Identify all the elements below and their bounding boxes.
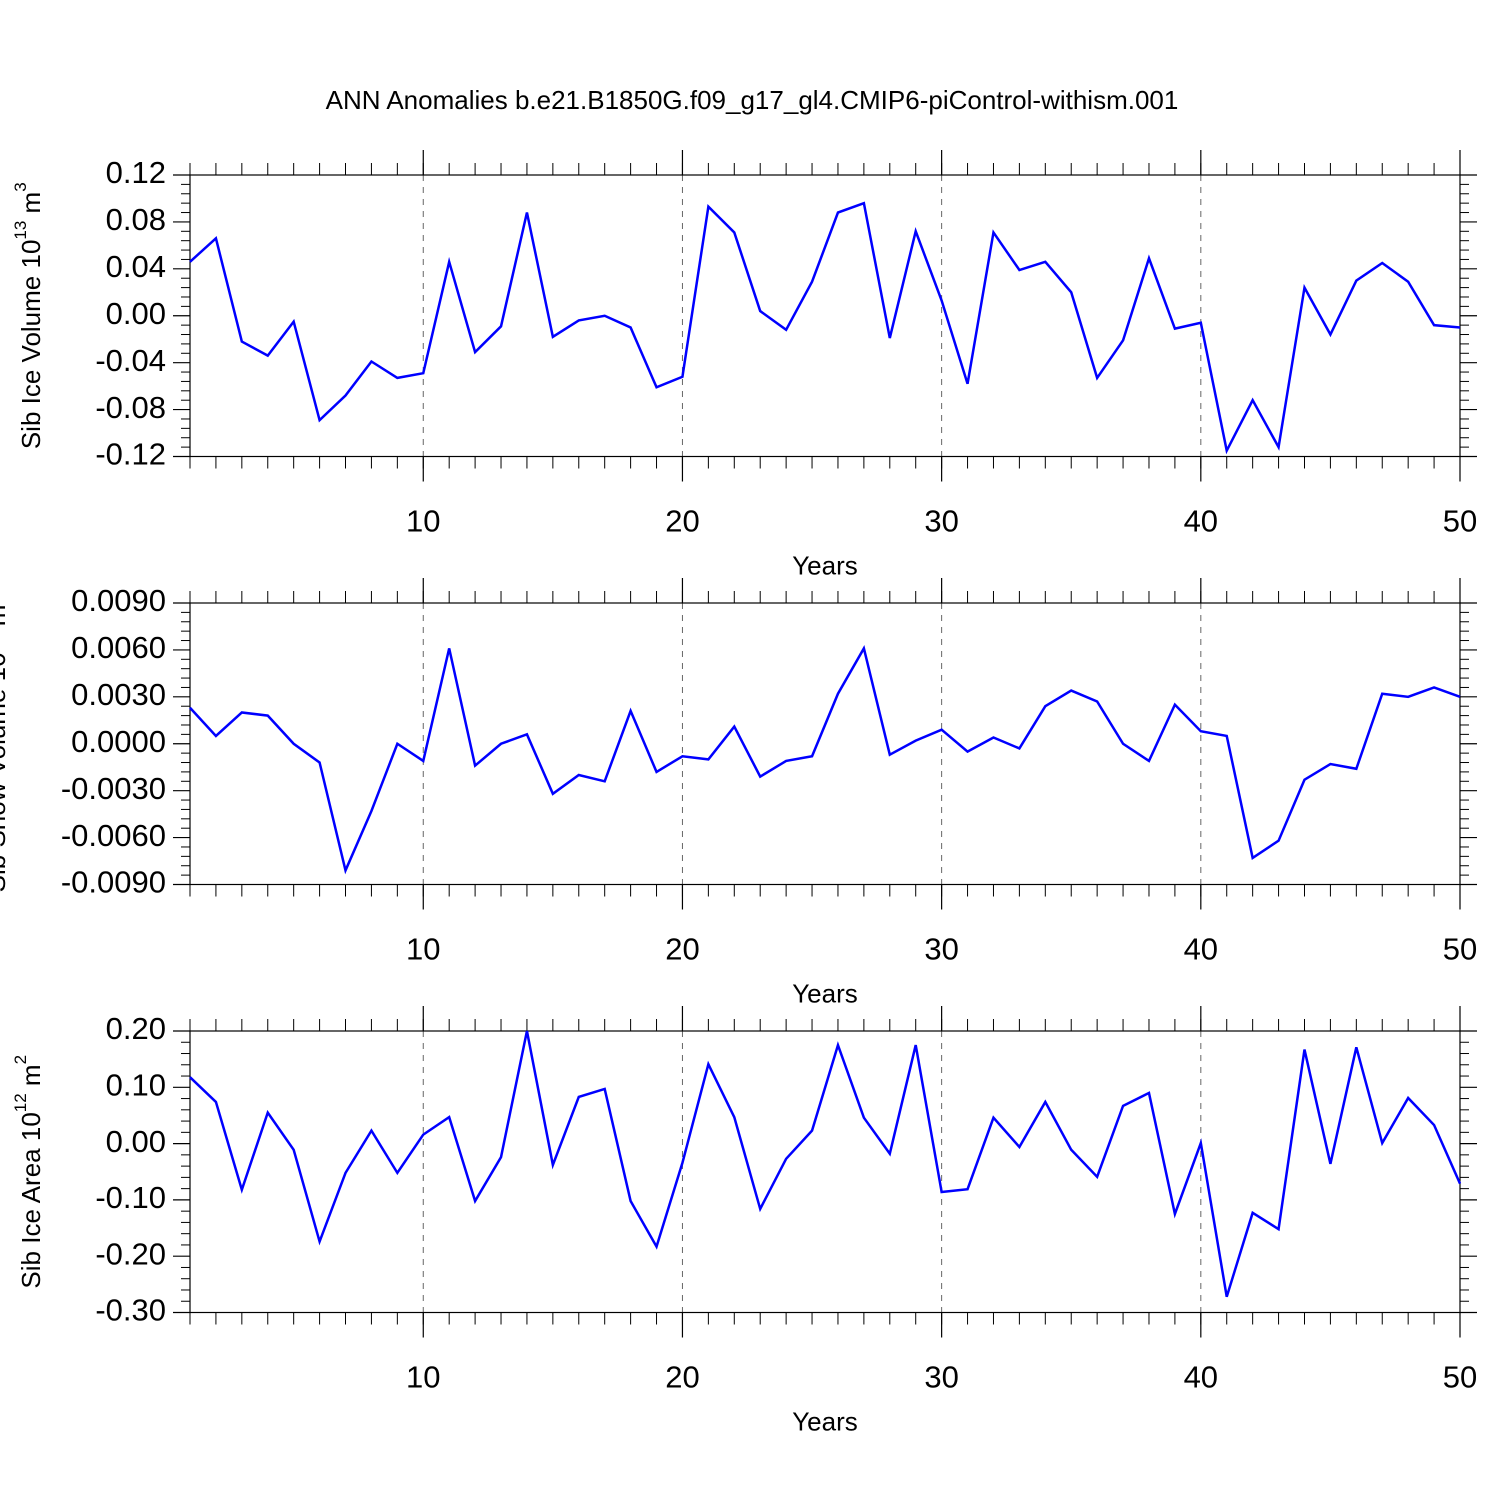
y-tick-label: 0.0060 <box>71 630 166 665</box>
x-tick-label: 40 <box>1184 1360 1218 1395</box>
panel: 10 20 30 40 50 -0.0090 -0.0060 -0.0030 0.0000 0.0… <box>0 578 1477 1008</box>
y-axis-label: Sib Snow Volume 1013 m3 <box>0 595 11 892</box>
y-axis-label: Sib Ice Volume 1013 m3 <box>11 182 45 449</box>
x-tick-label: 50 <box>1443 1360 1477 1395</box>
y-axis-label-part: Sib Snow Volume 10 <box>0 652 11 892</box>
x-axis-label: Years <box>792 978 858 1008</box>
y-tick-label: -0.30 <box>95 1293 166 1328</box>
x-tick-label: 30 <box>924 504 958 539</box>
y-tick-label: -0.20 <box>95 1236 166 1271</box>
y-axis-label-part: m <box>16 1064 46 1093</box>
y-axis-label-part: 12 <box>11 1093 30 1112</box>
y-tick-label: 0.0090 <box>71 583 166 618</box>
x-tick-label: 20 <box>665 932 699 967</box>
panel: 10 20 30 40 50 -0.30 -0.20 -0.10 0.00 0.10 0.20 Yea… <box>11 1006 1477 1436</box>
y-tick-label: -0.04 <box>95 343 166 378</box>
y-tick-label: 0.0030 <box>71 677 166 712</box>
y-tick-label: -0.10 <box>95 1180 166 1215</box>
y-axis-label-part: Sib Ice Volume 10 <box>16 240 46 450</box>
y-axis-label-part: 3 <box>11 182 30 191</box>
y-tick-label: 0.00 <box>106 296 166 331</box>
x-tick-label: 10 <box>406 1360 440 1395</box>
y-axis-label: Sib Ice Area 1012 m2 <box>11 1055 45 1289</box>
data-line <box>189 201 1461 455</box>
y-tick-label: 0.12 <box>106 155 166 190</box>
y-axis-label-part: m <box>16 192 46 221</box>
y-tick-label: 0.10 <box>106 1067 166 1102</box>
y-tick-label: 0.00 <box>106 1124 166 1159</box>
y-axis-label-part: 13 <box>11 221 30 240</box>
y-tick-label: 0.04 <box>106 249 166 284</box>
figure-title: ANN Anomalies b.e21.B1850G.f09_g17_gl4.C… <box>326 85 1179 115</box>
y-tick-label: -0.08 <box>95 390 166 425</box>
y-tick-label: 0.08 <box>106 202 166 237</box>
x-tick-label: 20 <box>665 504 699 539</box>
x-tick-label: 30 <box>924 1360 958 1395</box>
x-tick-label: 40 <box>1184 504 1218 539</box>
y-tick-label: 0.0000 <box>71 724 166 759</box>
plot-frame <box>189 602 1461 886</box>
x-tick-label: 10 <box>406 932 440 967</box>
x-tick-label: 40 <box>1184 932 1218 967</box>
y-axis-label-part: m <box>0 605 11 634</box>
y-tick-label: -0.0030 <box>61 771 166 806</box>
x-tick-label: 10 <box>406 504 440 539</box>
panel: 10 20 30 40 50 -0.12 -0.08 -0.04 0.00 0.04 0.08 0.1… <box>11 150 1477 580</box>
y-axis-label-part: Sib Ice Area 10 <box>16 1112 46 1288</box>
data-line <box>189 645 1461 875</box>
x-tick-label: 50 <box>1443 504 1477 539</box>
plot-frame <box>189 174 1461 458</box>
x-tick-label: 20 <box>665 1360 699 1395</box>
y-tick-label: -0.0090 <box>61 865 166 900</box>
x-axis-label: Years <box>792 550 858 580</box>
y-tick-label: -0.12 <box>95 437 166 472</box>
x-tick-label: 50 <box>1443 932 1477 967</box>
x-tick-label: 30 <box>924 932 958 967</box>
x-axis-label: Years <box>792 1406 858 1436</box>
plot-frame <box>189 1030 1461 1314</box>
y-tick-label: -0.0060 <box>61 818 166 853</box>
y-axis-label-part: 2 <box>11 1055 30 1064</box>
data-line <box>189 1030 1462 1298</box>
y-tick-label: 0.20 <box>106 1011 166 1046</box>
